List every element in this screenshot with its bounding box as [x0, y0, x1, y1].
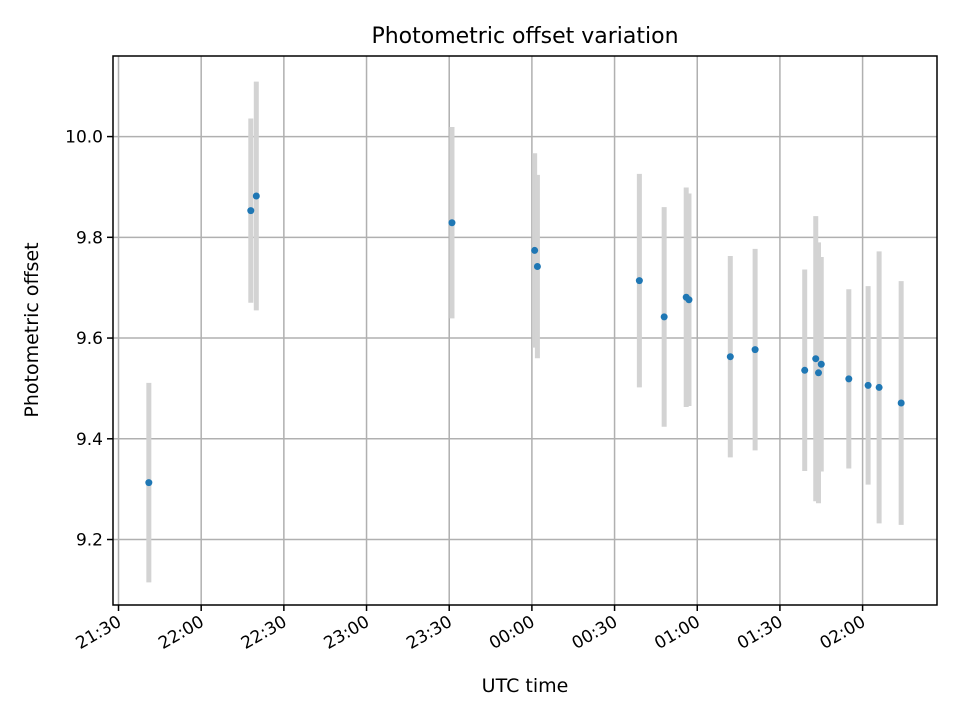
data-point — [660, 313, 668, 321]
y-tick-label: 9.2 — [76, 531, 103, 551]
y-axis-label: Photometric offset — [21, 242, 43, 417]
data-point — [726, 353, 734, 361]
data-point — [897, 399, 905, 407]
data-point — [448, 219, 456, 227]
data-point — [801, 366, 809, 374]
plot-frame — [112, 55, 938, 606]
data-point — [685, 296, 693, 304]
data-point — [533, 263, 541, 271]
data-point — [247, 207, 255, 215]
y-tick-label: 9.4 — [76, 430, 103, 450]
data-point — [814, 369, 822, 377]
data-point — [864, 381, 872, 389]
chart-title: Photometric offset variation — [371, 24, 678, 49]
y-tick-label: 9.6 — [76, 329, 103, 349]
data-point — [145, 479, 153, 487]
grid-lines — [113, 56, 937, 605]
data-point — [812, 355, 820, 363]
plot-data — [145, 81, 905, 583]
data-point — [531, 246, 539, 254]
data-point — [875, 383, 883, 391]
y-tick-label: 10.0 — [65, 128, 103, 148]
data-point — [751, 346, 759, 354]
data-point — [635, 277, 643, 285]
y-tick-label: 9.8 — [76, 228, 103, 248]
data-point — [252, 192, 260, 200]
data-point — [817, 360, 825, 368]
data-point — [845, 375, 853, 383]
x-axis-label: UTC time — [482, 675, 569, 697]
